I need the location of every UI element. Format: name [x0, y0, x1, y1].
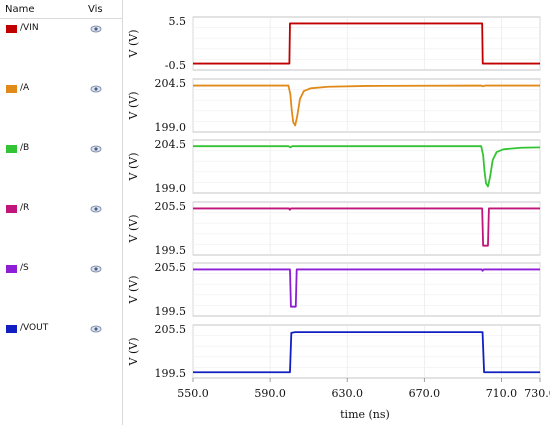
color-swatch [6, 265, 17, 273]
legend-row-a[interactable]: /A [0, 82, 122, 96]
y-axis-label: V (V) [127, 215, 140, 244]
signal-name: /A [20, 83, 30, 93]
legend-row-s[interactable]: /S [0, 262, 122, 276]
strip-b: 204.5 199.0 V (V) [127, 138, 541, 195]
y-axis-label: V (V) [127, 153, 140, 182]
legend-row-r[interactable]: /R [0, 202, 122, 216]
y-axis-label: V (V) [127, 30, 140, 59]
y-axis-label: V (V) [127, 92, 140, 121]
y-tick-label: 199.5 [155, 305, 187, 318]
strip-vout: 205.5 199.5 V (V) [127, 323, 541, 380]
signal-name: /VOUT [20, 323, 49, 333]
strip-frame [192, 78, 541, 133]
eye-icon[interactable] [90, 25, 102, 33]
x-axis: 550.0 590.0 630.0 670.0 710.0 730.0 [177, 378, 550, 400]
strip-vin: 5.5 -0.5 V (V) [127, 15, 541, 72]
y-axis-label: V (V) [127, 338, 140, 367]
color-swatch [6, 25, 17, 33]
color-swatch [6, 145, 17, 153]
x-tick-label: 710.0 [486, 387, 518, 400]
strip-a: 204.5 199.0 V (V) [127, 77, 541, 134]
strip-r: 205.5 199.5 V (V) [127, 200, 541, 257]
y-tick-label: 199.0 [155, 182, 187, 195]
y-tick-label: 199.5 [155, 367, 187, 380]
signal-name: /VIN [20, 23, 39, 33]
y-tick-label: -0.5 [165, 59, 186, 72]
color-swatch [6, 325, 17, 333]
waveform-a [193, 84, 540, 127]
legend-header: Name Vis [0, 0, 122, 19]
strip-frame [192, 16, 541, 71]
panel-divider[interactable] [122, 0, 123, 425]
y-tick-label: 5.5 [169, 15, 187, 28]
y-tick-label: 205.5 [155, 200, 187, 213]
signal-name: /B [20, 143, 30, 153]
x-axis-label: time (ns) [340, 408, 390, 421]
eye-icon[interactable] [90, 205, 102, 213]
vis-column-header[interactable]: Vis [88, 4, 103, 15]
waveform-r [193, 207, 540, 247]
strip-s: 205.5 199.5 V (V) [127, 261, 541, 318]
name-column-header[interactable]: Name [5, 4, 35, 15]
color-swatch [6, 205, 17, 213]
y-tick-label: 204.5 [155, 138, 187, 151]
legend-row-b[interactable]: /B [0, 142, 122, 156]
y-tick-label: 199.5 [155, 244, 187, 257]
y-tick-label: 205.5 [155, 261, 187, 274]
y-tick-label: 199.0 [155, 121, 187, 134]
waveform-vin [193, 22, 540, 65]
legend-row-vout[interactable]: /VOUT [0, 322, 122, 336]
signal-name: /S [20, 263, 29, 273]
eye-icon[interactable] [90, 265, 102, 273]
waveform-s [193, 268, 540, 308]
strip-frame [192, 262, 541, 317]
y-tick-label: 204.5 [155, 77, 187, 90]
x-tick-label: 670.0 [409, 387, 441, 400]
waveform-vout [193, 331, 540, 374]
x-tick-label: 550.0 [177, 387, 209, 400]
y-axis-label: V (V) [127, 276, 140, 305]
waveform-strips: 5.5 -0.5 V (V) 204.5 199.0 V (V) 204.5 199.0 V (… [127, 15, 541, 380]
eye-icon[interactable] [90, 145, 102, 153]
signal-name: /R [20, 203, 30, 213]
x-tick-label: 730.0 [524, 387, 550, 400]
eye-icon[interactable] [90, 325, 102, 333]
y-tick-label: 205.5 [155, 323, 187, 336]
eye-icon[interactable] [90, 85, 102, 93]
x-tick-label: 630.0 [331, 387, 363, 400]
waveform-b [193, 145, 541, 188]
x-tick-label: 590.0 [254, 387, 286, 400]
color-swatch [6, 85, 17, 93]
legend-row-vin[interactable]: /VIN [0, 22, 122, 36]
